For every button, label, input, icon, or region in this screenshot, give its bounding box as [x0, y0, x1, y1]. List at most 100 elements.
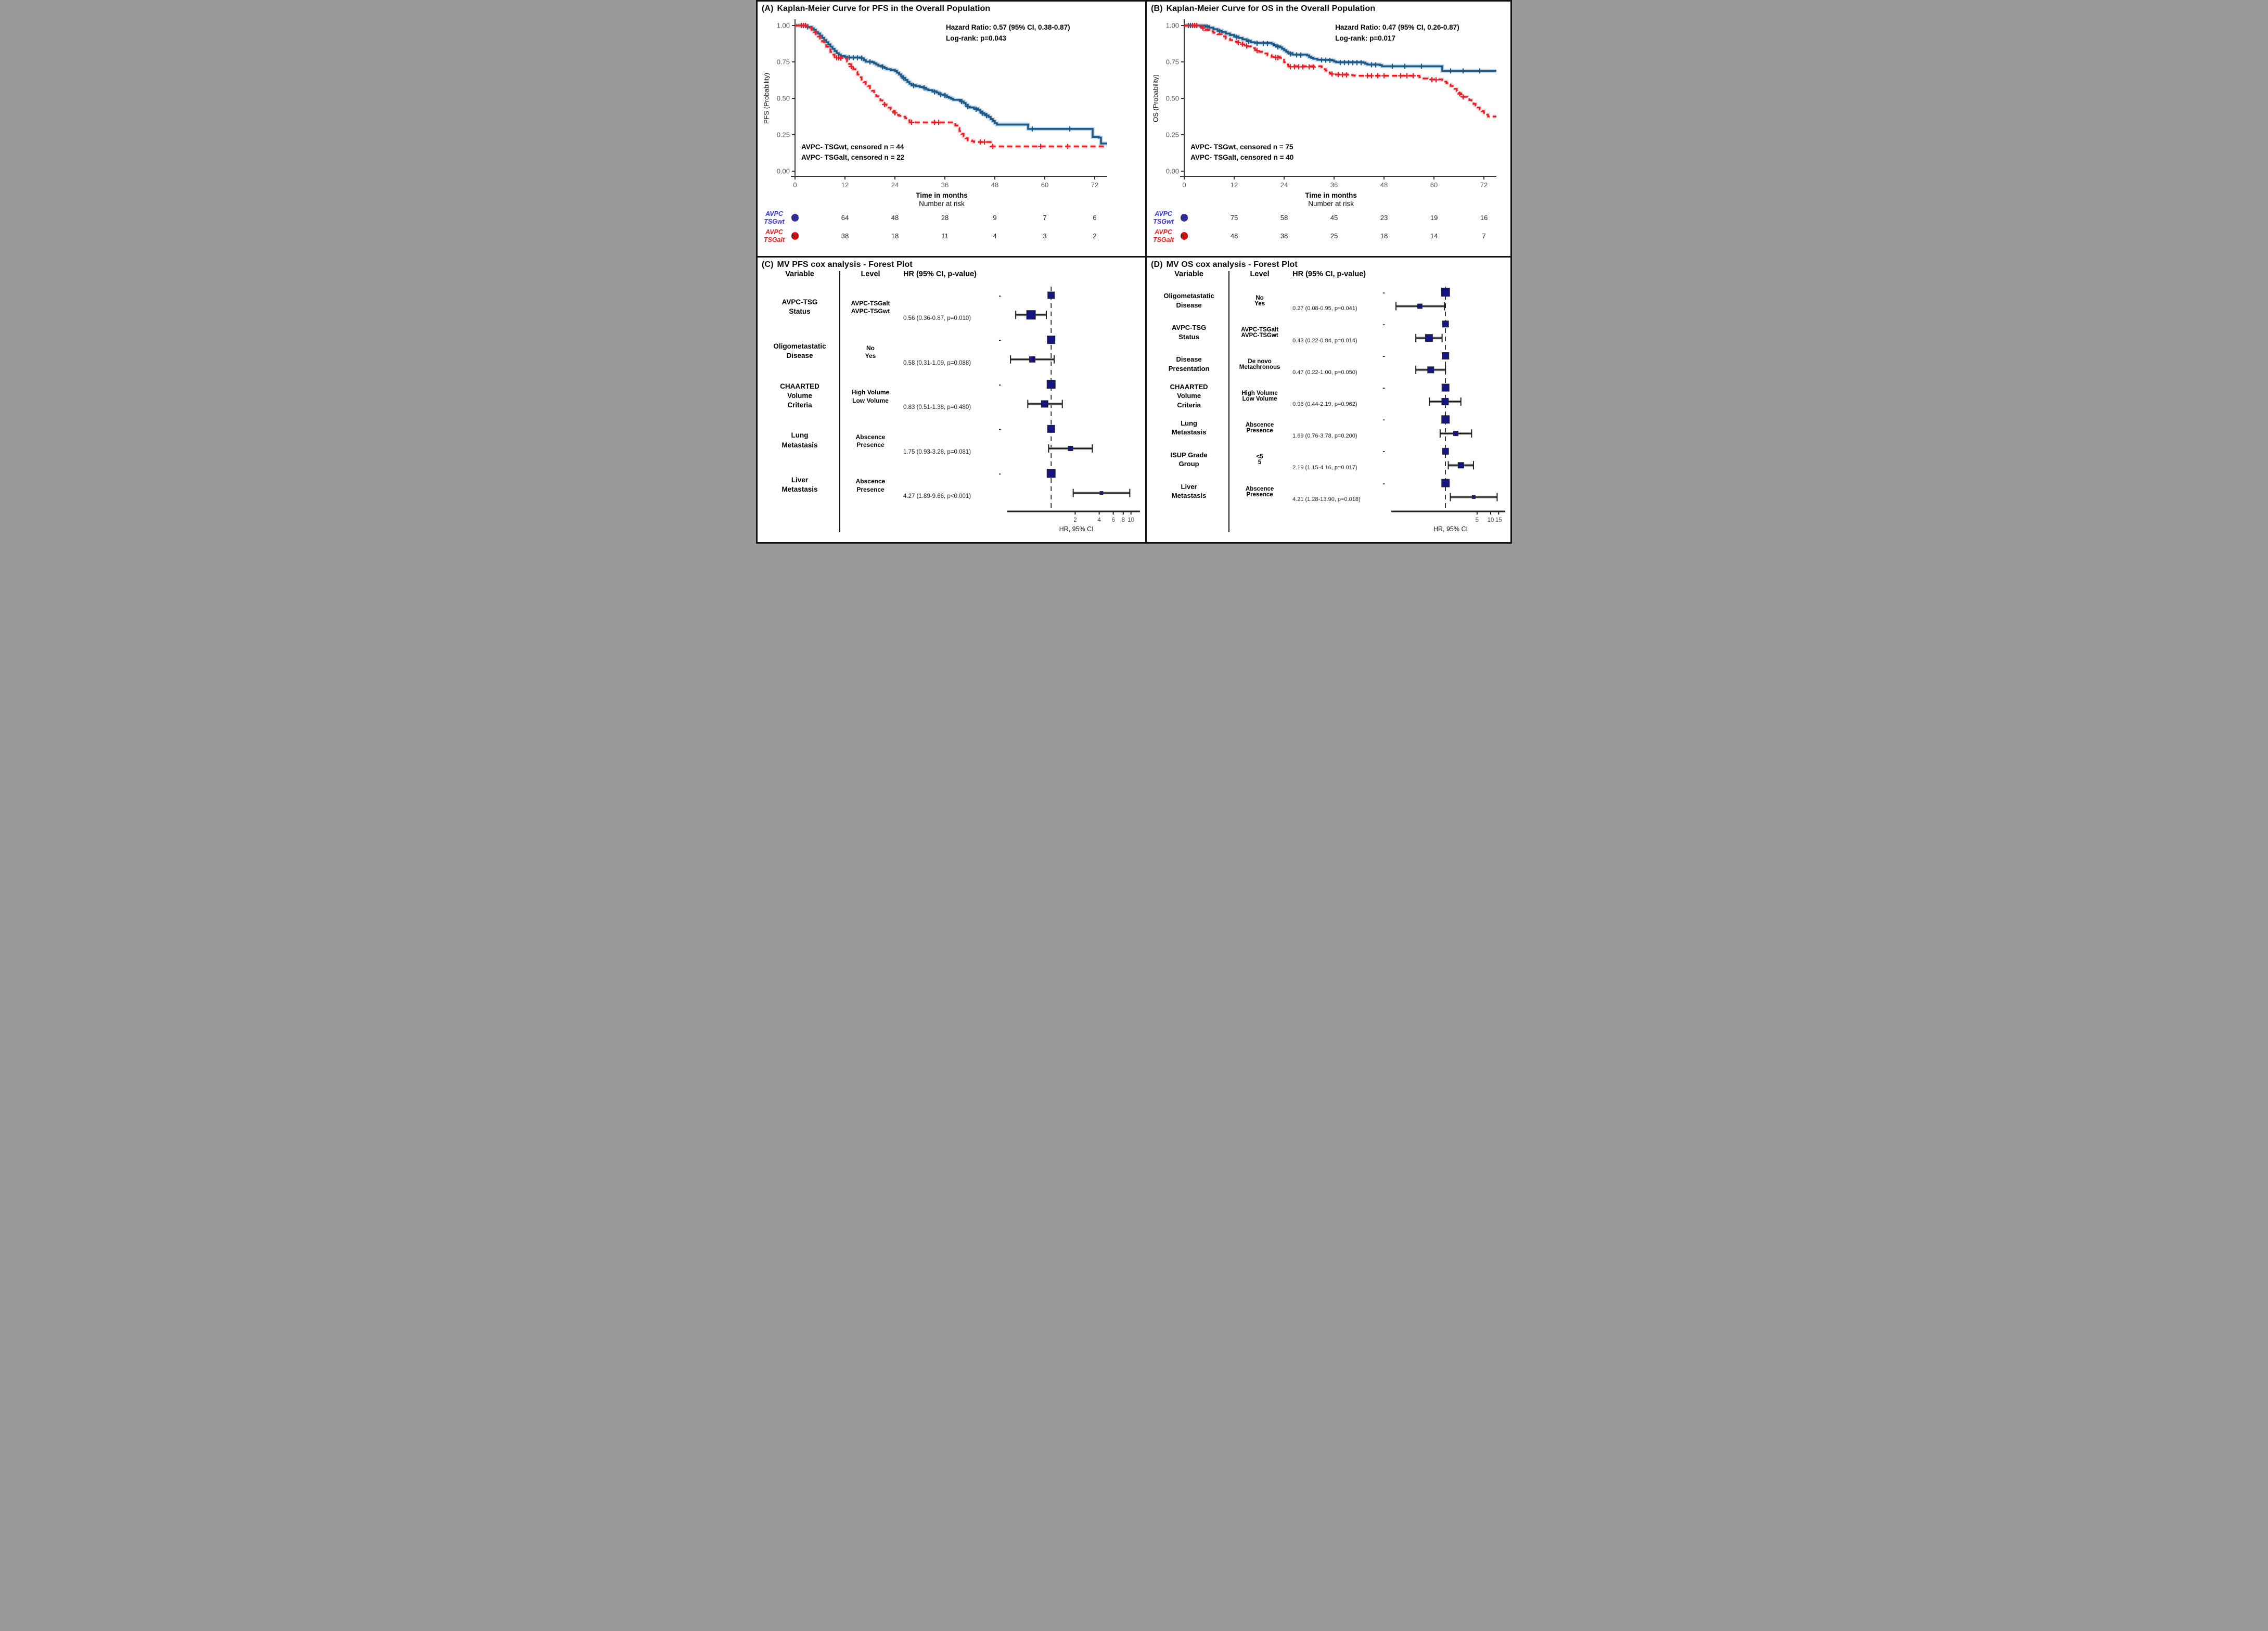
- forest-variable: CHAARTED Volume Criteria: [780, 382, 819, 409]
- forest-comp-level: Presence: [856, 441, 885, 449]
- forest-ref-level: De novo: [1248, 358, 1272, 365]
- risk-table-row: AVPC TSGwt 95 75 58 45 23 19 16: [1149, 209, 1510, 227]
- forest-variable: Liver Metastasis: [781, 476, 818, 494]
- forest-ref-level: No: [866, 344, 875, 352]
- forest-ref-marker: [1047, 425, 1055, 433]
- risk-group-label: AVPC TSGalt: [763, 228, 785, 243]
- risk-count: 75: [1230, 214, 1238, 222]
- risk-count: 25: [1330, 232, 1338, 240]
- forest-hr-column: - 0.27 (0.08-0.95, p=0.041) - 0.43 (0.22-0.…: [1291, 285, 1390, 537]
- forest-hr-text: 0.98 (0.44-2.19, p=0.962): [1292, 401, 1357, 407]
- x-tick-label: 72: [1091, 181, 1098, 189]
- forest-comp-level: Metachronous: [1239, 364, 1280, 370]
- forest-hr-text: 4.27 (1.89-9.66, p<0.001): [903, 493, 971, 500]
- risk-table-a: AVPC TSGwt 95 64 48 28 9 7 6 AVPC TSGalt 63 38 18 11 4 3…: [760, 209, 1129, 246]
- forest-graph: 5 10 15 HR, 95% CI: [1391, 287, 1506, 533]
- forest-axis-tick-label: 2: [1073, 517, 1077, 523]
- forest-variable: ISUP Grade Group: [1170, 451, 1208, 468]
- risk-count: 48: [891, 214, 899, 222]
- panel-c-title: (C) MV PFS cox analysis - Forest Plot: [758, 258, 1145, 270]
- forest-comp-level: Low Volume: [852, 396, 889, 404]
- column-divider: [1228, 271, 1230, 532]
- forest-ref-marker: [1442, 352, 1450, 359]
- forest-variable: Oligometastatic Disease: [773, 342, 826, 360]
- forest-comp-level: Presence: [1246, 428, 1273, 434]
- forest-estimate-marker: [1099, 491, 1104, 495]
- panel-b-letter: (B): [1151, 4, 1163, 13]
- forest-comp-level: AVPC-TSGwt: [1241, 332, 1278, 339]
- risk-count: 3: [1043, 232, 1047, 240]
- forest-variable: AVPC-TSG Status: [781, 298, 818, 315]
- forest-variable: AVPC-TSG Status: [1171, 324, 1207, 341]
- risk-count: 7: [1482, 232, 1486, 240]
- forest-hr-column: - 0.56 (0.36-0.87, p=0.010) - 0.58 (0.31-1.…: [902, 285, 1006, 537]
- km-row: (A) Kaplan-Meier Curve for PFS in the Ove…: [758, 2, 1510, 258]
- x-tick-label: 24: [1280, 181, 1288, 189]
- risk-group-dot-icon: [1181, 214, 1188, 222]
- censored-legend-a: AVPC- TSGwt, censored n = 44 AVPC- TSGal…: [801, 142, 904, 163]
- forest-axis-tick-label: 6: [1111, 517, 1114, 523]
- forest-ref-dash: -: [998, 469, 1001, 478]
- km-chart-b: 1.00 0.75 0.50 0.25 0.000 12 24 36 48 60 72: [1166, 19, 1497, 189]
- forest-comp-level: Presence: [856, 485, 885, 493]
- censored-legend-b: AVPC- TSGwt, censored n = 75 AVPC- TSGal…: [1190, 142, 1293, 163]
- forest-estimate-marker: [1026, 310, 1036, 320]
- forest-ref-dash: -: [998, 425, 1001, 433]
- y-tick-label: 0.75: [1166, 58, 1179, 66]
- panel-c: (C) MV PFS cox analysis - Forest Plot Var…: [758, 258, 1147, 542]
- stats-annotation-a: Hazard Ratio: 0.57 (95% CI, 0.38-0.87) L…: [946, 22, 1070, 44]
- forest-comp-level: AVPC-TSGwt: [851, 307, 890, 315]
- panel-b-title-text: Kaplan-Meier Curve for OS in the Overall…: [1166, 4, 1376, 13]
- forest-axis-tick-label: 8: [1122, 517, 1125, 523]
- forest-variable: Disease Presentation: [1168, 355, 1210, 373]
- x-tick-label: 0: [793, 181, 797, 189]
- forest-comp-level: 5: [1258, 459, 1262, 466]
- x-tick-label: 72: [1480, 181, 1488, 189]
- x-tick-label: 36: [1330, 181, 1338, 189]
- risk-table-title-a: Number at risk: [919, 200, 965, 208]
- risk-count: 11: [941, 232, 949, 240]
- column-header-hr: HR (95% CI, p-value): [903, 270, 977, 278]
- y-axis-label-a: PFS (Probability): [762, 72, 771, 124]
- forest-variable-column: Oligometastatic Disease AVPC-TSG Status Dise…: [1150, 285, 1228, 537]
- forest-header-d: Variable Level HR (95% CI, p-value): [1150, 270, 1507, 285]
- forest-estimate-marker: [1471, 495, 1476, 499]
- column-header-hr: HR (95% CI, p-value): [1292, 270, 1366, 278]
- forest-hr-text: 4.21 (1.28-13.90, p=0.018): [1292, 496, 1361, 503]
- risk-count: 18: [1380, 232, 1388, 240]
- logrank-text-a: Log-rank: p=0.043: [946, 34, 1006, 42]
- panel-d: (D) MV OS cox analysis - Forest Plot Vari…: [1147, 258, 1510, 542]
- panel-a-letter: (A): [762, 4, 774, 13]
- risk-table-row: AVPC TSGalt 63 48 38 25 18 14 7: [1149, 227, 1510, 246]
- panel-d-letter: (D): [1151, 260, 1163, 269]
- risk-count: 4: [993, 232, 997, 240]
- forest-ref-dash: -: [1382, 319, 1386, 328]
- y-tick-label: 0.75: [777, 58, 790, 66]
- risk-table-row: AVPC TSGalt 63 38 18 11 4 3 2: [760, 227, 1129, 246]
- column-header-variable: Variable: [785, 270, 814, 278]
- y-tick-label: 0.50: [777, 95, 790, 102]
- forest-axis-tick-label: 10: [1488, 517, 1494, 523]
- x-tick-label: 48: [1380, 181, 1388, 189]
- forest-hr-text: 0.56 (0.36-0.87, p=0.010): [903, 315, 971, 322]
- x-tick-label: 0: [1182, 181, 1186, 189]
- risk-count: 28: [941, 214, 949, 222]
- panel-a: (A) Kaplan-Meier Curve for PFS in the Ove…: [758, 2, 1147, 256]
- risk-count: 58: [1280, 214, 1288, 222]
- risk-count: 14: [1430, 232, 1438, 240]
- x-axis-label-b: Time in months: [1305, 191, 1357, 199]
- forest-hr-text: 0.58 (0.31-1.09, p=0.088): [903, 359, 971, 366]
- forest-axis-label: HR, 95% CI: [1059, 525, 1094, 533]
- panel-a-title-text: Kaplan-Meier Curve for PFS in the Overal…: [777, 4, 991, 13]
- forest-ref-marker: [1046, 380, 1056, 389]
- forest-hr-text: 0.47 (0.22-1.00, p=0.050): [1292, 369, 1357, 376]
- forest-ref-dash: -: [1382, 383, 1386, 392]
- forest-comp-level: Yes: [865, 352, 876, 359]
- forest-ref-marker: [1047, 336, 1056, 344]
- risk-group-dot-icon: [791, 232, 799, 240]
- x-tick-label: 60: [1430, 181, 1438, 189]
- forest-ref-level: Abscence: [855, 433, 886, 441]
- forest-hr-text: 1.75 (0.93-3.28, p=0.081): [903, 448, 971, 455]
- forest-variable: Lung Metastasis: [781, 431, 818, 449]
- forest-ref-marker: [1442, 447, 1449, 455]
